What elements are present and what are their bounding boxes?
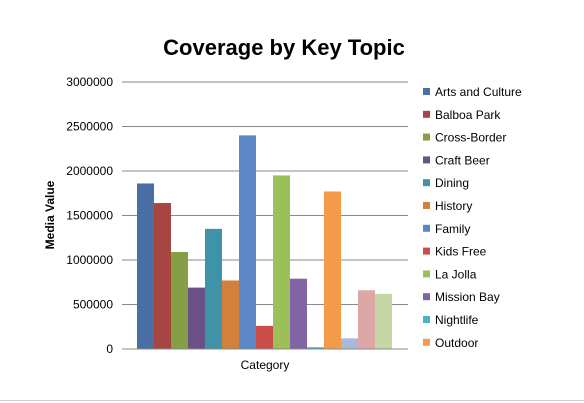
x-axis-label: Category [241,358,290,372]
legend-swatch [423,338,430,346]
legend-swatch [423,224,430,232]
legend-label: Balboa Park [435,108,501,122]
bar-arts-and-culture [137,183,154,349]
y-tick-label: 2500000 [66,120,113,134]
bar-unlabeled-12 [341,338,358,349]
legend-swatch [423,88,430,95]
legend-swatch [423,110,430,118]
bar-family [239,135,256,349]
bar-kids-free [256,325,273,349]
bars [137,135,392,349]
y-axis-ticks: 0 500000 1000000 1500000 2000000 2500000 30000… [66,75,113,356]
legend-label: Cross-Border [435,131,506,145]
legend-label: Craft Beer [435,153,490,167]
y-tick-label: 500000 [73,298,113,312]
bottom-divider [0,400,584,401]
bar-history [222,280,239,349]
legend-label: Family [435,222,470,236]
bar-outdoor [324,191,341,349]
bar-cross-border [171,251,188,349]
legend-swatch [423,133,430,141]
legend: Arts and Culture Balboa Park Cross-Border C… [423,85,522,350]
legend-swatch [423,293,430,301]
bar-mission-bay [290,278,307,349]
legend-swatch [423,270,430,278]
legend-label: History [435,199,472,213]
legend-label: Outdoor [435,336,478,350]
bar-balboa-park [154,203,171,349]
bar-craft-beer [188,287,205,349]
legend-swatch [423,247,430,255]
chart-title: Coverage by Key Topic [163,35,405,60]
y-tick-label: 2000000 [66,164,113,178]
legend-swatch [423,179,430,187]
legend-label: Dining [435,176,469,190]
bar-unlabeled-13 [358,290,375,349]
y-axis-label: Media Value [43,180,57,249]
y-tick-label: 3000000 [66,75,113,89]
y-tick-label: 1500000 [66,209,113,223]
legend-label: Kids Free [435,245,487,259]
bar-unlabeled-14 [375,293,392,349]
bar-nightlife [307,347,324,349]
bar-la-jolla [273,175,290,349]
bar-dining [205,228,222,349]
legend-swatch [423,202,430,209]
legend-swatch [423,156,430,164]
legend-label: Nightlife [435,313,479,327]
legend-label: La Jolla [435,267,477,281]
legend-label: Arts and Culture [435,85,522,99]
y-tick-label: 1000000 [66,253,113,267]
y-tick-label: 0 [106,342,113,356]
legend-swatch [423,316,430,323]
legend-label: Mission Bay [435,290,500,304]
